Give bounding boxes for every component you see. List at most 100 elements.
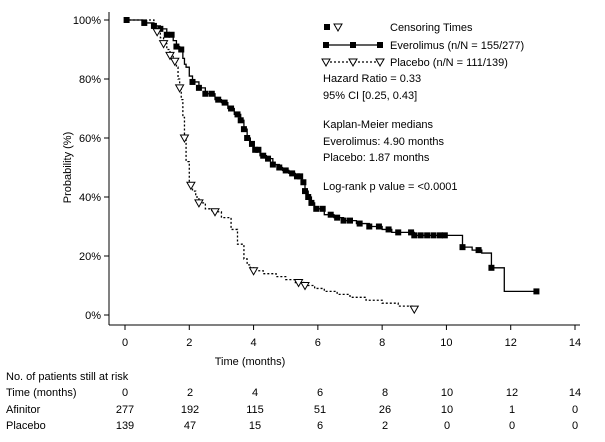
everolimus-censor-marker xyxy=(424,232,431,239)
legend-triangle-marker xyxy=(321,58,331,68)
x-ticks: 0 2 4 6 8 10 12 14 xyxy=(122,325,581,349)
everolimus-censor-marker xyxy=(221,99,228,106)
x-tick-label: 4 xyxy=(251,337,257,349)
everolimus-censor-marker xyxy=(240,126,247,133)
everolimus-censor-marker xyxy=(475,247,482,254)
placebo-censor-marker xyxy=(300,282,310,291)
legend-placebo-symbol xyxy=(321,58,385,68)
legend-everolimus-symbol xyxy=(323,42,383,48)
annotation-ci: 95% CI [0.25, 0.43] xyxy=(323,90,417,102)
x-tick-label: 8 xyxy=(379,337,385,349)
placebo-censor-marker xyxy=(186,181,196,191)
legend-square-marker xyxy=(350,42,356,48)
y-tick-label: 60% xyxy=(79,133,101,145)
everolimus-censor-marker xyxy=(441,232,448,239)
annotation-everolimus-median: Everolimus: 4.90 months xyxy=(323,136,445,148)
everolimus-censor-marker xyxy=(234,111,241,118)
y-ticks: 0% 20% 40% 60% 80% 100% xyxy=(73,15,109,322)
everolimus-censor-marker xyxy=(375,223,382,230)
x-tick-label: 0 xyxy=(122,337,128,349)
placebo-censor-marker xyxy=(158,40,169,49)
legend-censor-label: Censoring Times xyxy=(390,22,473,34)
placebo-censor-marker xyxy=(210,208,220,217)
x-axis-label: Time (months) xyxy=(215,356,286,368)
legend-everolimus-label: Everolimus (n/N = 155/277) xyxy=(390,40,524,52)
everolimus-censor-marker xyxy=(269,161,276,168)
everolimus-censor-marker xyxy=(282,167,289,174)
everolimus-censor-marker xyxy=(178,46,185,53)
annotation-hazard-ratio: Hazard Ratio = 0.33 xyxy=(323,73,421,85)
everolimus-censor-marker xyxy=(437,232,443,239)
everolimus-censor-marker xyxy=(459,244,466,251)
y-tick-label: 80% xyxy=(79,74,101,86)
y-tick-label: 40% xyxy=(79,192,101,204)
everolimus-censor-marker xyxy=(265,155,272,162)
everolimus-censor-marker xyxy=(289,170,296,177)
x-tick-label: 14 xyxy=(569,337,581,349)
everolimus-censor-marker xyxy=(150,22,157,29)
everolimus-censor-marker xyxy=(356,220,363,227)
everolimus-censor-marker xyxy=(334,214,341,221)
everolimus-censor-marker xyxy=(385,226,392,233)
everolimus-censor-marker xyxy=(202,90,209,97)
everolimus-censor-marker xyxy=(252,146,259,153)
everolimus-censor-marker xyxy=(189,78,196,85)
x-tick-label: 10 xyxy=(440,337,452,349)
everolimus-censor-marker xyxy=(313,205,320,212)
placebo-censor-marker xyxy=(165,51,175,61)
placebo-curve xyxy=(125,19,415,310)
everolimus-censor-marker xyxy=(123,17,130,23)
legend-placebo-label: Placebo (n/N = 111/139) xyxy=(390,57,508,69)
placebo-censor-marker xyxy=(293,279,304,288)
everolimus-censor-marker xyxy=(347,217,353,224)
legend-square-marker xyxy=(377,42,383,48)
x-tick-label: 2 xyxy=(186,337,192,349)
placebo-censor-marker xyxy=(194,199,204,208)
everolimus-censor-marker xyxy=(276,164,283,171)
annotation-placebo-median: Placebo: 1.87 months xyxy=(323,152,430,164)
censor-markers xyxy=(123,17,540,315)
everolimus-censor-marker xyxy=(411,232,418,239)
placebo-censor-marker xyxy=(169,57,180,67)
x-tick-label: 6 xyxy=(315,337,321,349)
y-axis-label: Probability (%) xyxy=(62,132,74,204)
annotations: Hazard Ratio = 0.33 95% CI [0.25, 0.43] … xyxy=(323,73,458,193)
legend-triangle-marker xyxy=(375,58,385,68)
legend-triangle-icon xyxy=(333,23,343,33)
placebo-censor-marker xyxy=(179,134,190,144)
y-tick-label: 100% xyxy=(73,15,101,27)
everolimus-censor-marker xyxy=(305,194,312,200)
everolimus-censor-marker xyxy=(208,90,215,97)
everolimus-censor-marker xyxy=(533,288,540,295)
everolimus-censor-marker xyxy=(395,229,402,236)
annotation-logrank: Log-rank p value = <0.0001 xyxy=(323,181,458,193)
x-tick-label: 12 xyxy=(505,337,517,349)
legend-triangle-marker xyxy=(348,58,358,68)
legend-censor-symbols xyxy=(324,23,343,33)
everolimus-censor-marker xyxy=(327,211,334,218)
everolimus-censor-marker xyxy=(168,31,175,38)
everolimus-censor-marker xyxy=(488,264,495,271)
legend-square-marker xyxy=(323,42,329,48)
placebo-censor-marker xyxy=(409,305,420,315)
chart-axes xyxy=(108,12,580,326)
everolimus-censor-marker xyxy=(228,105,235,112)
everolimus-censor-marker xyxy=(163,31,170,38)
placebo-censor-marker xyxy=(152,28,163,37)
everolimus-censor-marker xyxy=(248,140,255,147)
everolimus-censor-marker xyxy=(319,205,326,212)
everolimus-censor-marker xyxy=(430,232,437,239)
everolimus-censor-marker xyxy=(297,173,304,180)
placebo-censor-marker xyxy=(248,267,259,276)
everolimus-censor-marker xyxy=(308,199,315,206)
annotation-km-title: Kaplan-Meier medians xyxy=(323,119,434,131)
everolimus-censor-marker xyxy=(300,179,307,186)
everolimus-censor-marker xyxy=(173,43,180,50)
y-tick-label: 20% xyxy=(79,251,101,263)
everolimus-censor-marker xyxy=(244,135,251,141)
everolimus-censor-marker xyxy=(408,229,415,236)
everolimus-censor-marker xyxy=(255,146,262,153)
everolimus-censor-marker xyxy=(302,188,308,195)
everolimus-censor-marker xyxy=(215,96,222,103)
